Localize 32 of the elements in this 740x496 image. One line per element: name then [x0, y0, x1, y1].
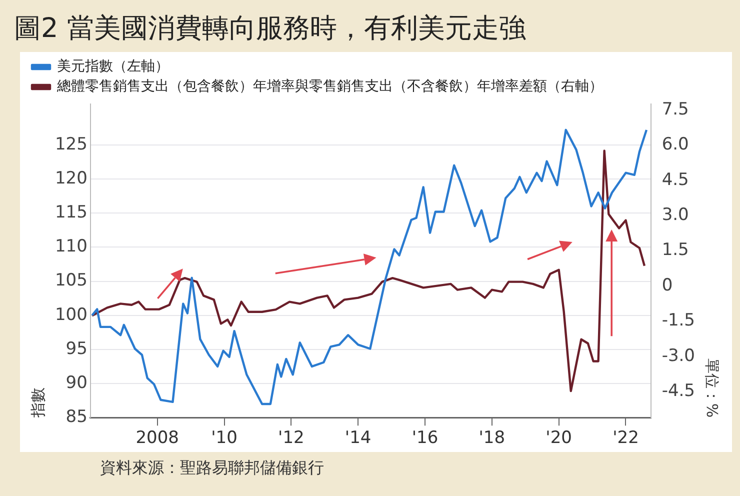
y-tick-label: 100 — [54, 304, 88, 325]
y-axis-title: 指數 — [28, 388, 47, 419]
y-tick-label: 90 — [66, 372, 88, 393]
y2-tick-label: 6.0 — [662, 134, 689, 155]
x-tick-label: 2008 — [136, 428, 179, 448]
y2-tick-label: 4.5 — [662, 170, 689, 190]
y2-tick-label: -1.5 — [662, 310, 695, 331]
x-tick-label: '18 — [478, 428, 506, 448]
y2-tick-label: 3.0 — [662, 205, 689, 225]
x-tick-label: '10 — [211, 428, 238, 448]
y-tick-label: 85 — [66, 407, 88, 428]
y-tick-label: 125 — [54, 134, 88, 154]
x-tick-label: '22 — [612, 428, 639, 448]
x-tick-label: '12 — [278, 428, 304, 448]
y-tick-label: 110 — [54, 236, 88, 257]
y-tick-label: 120 — [54, 168, 88, 188]
source-note: 資料來源：聖路易聯邦儲備銀行 — [100, 458, 324, 479]
chart-title: 圖2 當美國消費轉向服務時，有利美元走強 — [14, 12, 526, 46]
y2-axis-title: 單位：% — [703, 358, 722, 418]
x-tick-label: '14 — [344, 428, 372, 448]
legend-label: 總體零售銷售支出（包含餐飲）年增率與零售銷售支出（不含餐飲）年增率差額（右軸） — [56, 78, 603, 95]
y-tick-label: 115 — [54, 202, 88, 222]
legend-label: 美元指數（左軸） — [57, 58, 169, 75]
y2-tick-label: -3.0 — [662, 346, 695, 366]
x-tick-label: '16 — [412, 428, 438, 448]
y2-tick-label: 1.5 — [662, 240, 689, 260]
y2-tick-label: -4.5 — [662, 381, 695, 402]
y-tick-label: 105 — [54, 270, 88, 291]
y2-tick-label: 7.5 — [662, 99, 689, 120]
x-tick-label: '20 — [546, 428, 572, 448]
y2-tick-label: 0 — [662, 275, 673, 296]
y-tick-label: 95 — [66, 338, 88, 359]
